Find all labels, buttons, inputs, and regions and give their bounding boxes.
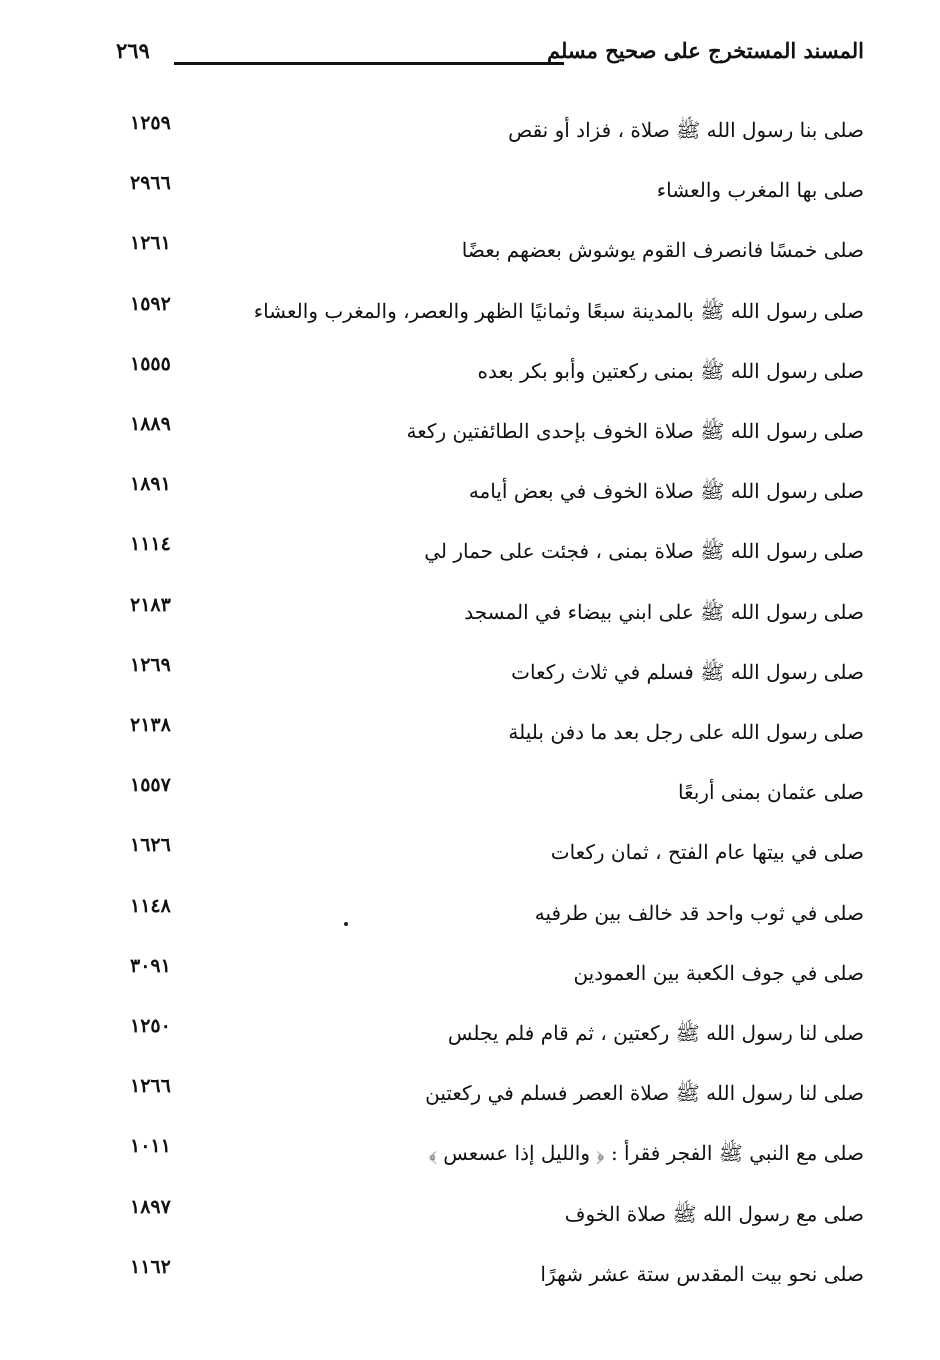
- running-header: المسند المستخرج على صحيح مسلم ٢٦٩: [112, 38, 864, 74]
- book-title: المسند المستخرج على صحيح مسلم: [546, 38, 864, 63]
- entry-ref-number: ٢١٨٣: [130, 593, 171, 616]
- entry-text: صلى رسول الله ﷺ صلاة الخوف في بعض أيامه: [468, 479, 864, 504]
- entry-ref-number: ١١٤٨: [130, 894, 171, 917]
- entry-ref-number: ٢١٣٨: [130, 714, 171, 736]
- entry-ref-number: ١٢٦١: [130, 232, 171, 255]
- index-entry: صلى لنا رسول الله ﷺ ركعتين ، ثم قام فلم …: [120, 1015, 864, 1061]
- index-entry: صلى رسول الله ﷺ بالمدينة سبعًا وثمانيًا …: [120, 293, 864, 339]
- index-entry: صلى نحو بيت المقدس ستة عشر شهرًا ١١٦٢: [120, 1256, 864, 1302]
- entry-text: صلى في جوف الكعبة بين العمودين: [573, 960, 864, 985]
- entry-text: صلى رسول الله ﷺ على ابني بيضاء في المسجد: [464, 599, 864, 624]
- entry-text: صلى في بيتها عام الفتح ، ثمان ركعات: [550, 840, 864, 865]
- entry-text: صلى نحو بيت المقدس ستة عشر شهرًا: [540, 1261, 864, 1286]
- entry-text: صلى لنا رسول الله ﷺ صلاة العصر فسلم في ر…: [425, 1081, 864, 1106]
- entry-text: صلى مع رسول الله ﷺ صلاة الخوف: [564, 1201, 864, 1226]
- entry-text: صلى رسول الله ﷺ فسلم في ثلاث ركعات: [511, 659, 864, 684]
- entry-text: صلى في ثوب واحد قد خالف بين طرفيه: [534, 900, 864, 925]
- entry-ref-number: ٢٩٦٦: [130, 172, 171, 195]
- entry-ref-number: ١٢٦٦: [130, 1075, 171, 1098]
- index-entry: صلى رسول الله ﷺ فسلم في ثلاث ركعات ١٢٦٩: [120, 654, 864, 700]
- entry-ref-number: ١١١٤: [130, 533, 171, 556]
- entry-ref-number: ١٠١١: [130, 1135, 171, 1158]
- index-entry: صلى في ثوب واحد قد خالف بين طرفيه ١١٤٨: [120, 895, 864, 941]
- index-entry: صلى رسول الله على رجل بعد ما دفن بليلة ٢١…: [120, 714, 864, 760]
- entry-ref-number: ١٨٨٩: [130, 413, 171, 435]
- entry-text: صلى خمسًا فانصرف القوم يوشوش بعضهم بعضًا: [461, 238, 864, 263]
- entry-ref-number: ١٨٩٧: [130, 1195, 171, 1218]
- entry-text: صلى مع النبي ﷺ الفجر فقرأ : ﴿ والليل إذا…: [428, 1141, 864, 1166]
- entry-ref-number: ١٢٥٩: [130, 112, 171, 134]
- entry-ref-number: ١٥٥٥: [130, 352, 171, 375]
- index-entry: صلى رسول الله ﷺ صلاة بمنى ، فجئت على حما…: [120, 533, 864, 579]
- index-entry: صلى خمسًا فانصرف القوم يوشوش بعضهم بعضًا…: [120, 232, 864, 278]
- entry-ref-number: ١١٦٢: [130, 1255, 171, 1278]
- header-rule: [174, 62, 564, 65]
- index-entry: صلى في جوف الكعبة بين العمودين ٣٠٩١: [120, 955, 864, 1001]
- entry-text: صلى رسول الله ﷺ بمنى ركعتين وأبو بكر بعد…: [477, 358, 864, 383]
- index-entry: صلى مع النبي ﷺ الفجر فقرأ : ﴿ والليل إذا…: [120, 1135, 864, 1181]
- entry-text: صلى رسول الله ﷺ صلاة بمنى ، فجئت على حما…: [424, 539, 864, 564]
- entry-text: صلى رسول الله على رجل بعد ما دفن بليلة: [508, 720, 864, 744]
- entry-text: صلى بنا رسول الله ﷺ صلاة ، فزاد أو نقص: [508, 118, 864, 142]
- index-entry: صلى بنا رسول الله ﷺ صلاة ، فزاد أو نقص ١٢…: [120, 112, 864, 158]
- entry-text: صلى رسول الله ﷺ بالمدينة سبعًا وثمانيًا …: [253, 298, 864, 323]
- entry-ref-number: ١٥٩٢: [130, 292, 171, 315]
- entry-text: صلى لنا رسول الله ﷺ ركعتين ، ثم قام فلم …: [447, 1021, 864, 1045]
- index-entry: صلى في بيتها عام الفتح ، ثمان ركعات ١٦٢٦: [120, 834, 864, 880]
- index-entry: صلى مع رسول الله ﷺ صلاة الخوف ١٨٩٧: [120, 1196, 864, 1242]
- entry-ref-number: ١٨٩١: [130, 473, 171, 496]
- index-entry: صلى رسول الله ﷺ صلاة الخوف بإحدى الطائفت…: [120, 413, 864, 459]
- scan-speck: [344, 922, 348, 926]
- index-entry: صلى رسول الله ﷺ بمنى ركعتين وأبو بكر بعد…: [120, 353, 864, 399]
- entry-ref-number: ١٦٢٦: [130, 834, 171, 857]
- entry-text: صلى بها المغرب والعشاء: [656, 178, 864, 203]
- index-entry: صلى عثمان بمنى أربعًا ١٥٥٧: [120, 774, 864, 820]
- index-entry: صلى رسول الله ﷺ صلاة الخوف في بعض أيامه ١…: [120, 473, 864, 519]
- entry-ref-number: ١٥٥٧: [130, 774, 171, 797]
- index-entry: صلى لنا رسول الله ﷺ صلاة العصر فسلم في ر…: [120, 1075, 864, 1121]
- entry-ref-number: ١٢٥٠: [130, 1015, 171, 1037]
- index-entry: صلى بها المغرب والعشاء ٢٩٦٦: [120, 172, 864, 218]
- entry-ref-number: ٣٠٩١: [130, 954, 171, 977]
- entry-text: صلى عثمان بمنى أربعًا: [677, 780, 864, 805]
- index-entry: صلى رسول الله ﷺ على ابني بيضاء في المسجد…: [120, 594, 864, 640]
- entry-ref-number: ١٢٦٩: [130, 653, 171, 676]
- page-number: ٢٦٩: [116, 38, 150, 63]
- entry-text: صلى رسول الله ﷺ صلاة الخوف بإحدى الطائفت…: [406, 419, 864, 443]
